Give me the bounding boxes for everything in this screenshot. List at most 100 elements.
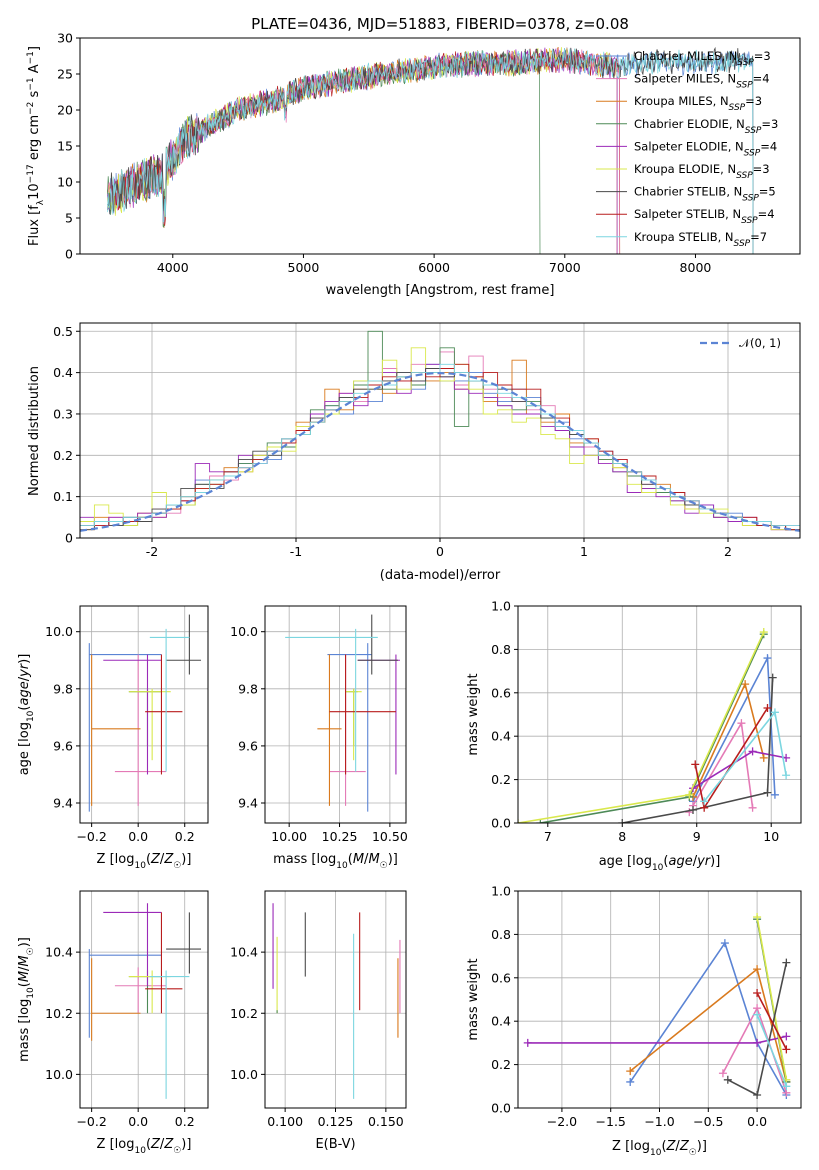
y-tick-label: 5 <box>65 211 73 226</box>
plot-area <box>518 628 791 823</box>
weight-marker-6-2 <box>759 628 768 637</box>
y-tick-label: 10 <box>57 175 73 190</box>
x-tick-label: 6000 <box>418 260 450 275</box>
x-tick-label: −1.0 <box>644 1114 674 1129</box>
weight-marker-8-0 <box>691 760 700 769</box>
plot-area <box>523 913 791 1099</box>
weight-marker-7-3 <box>768 673 777 682</box>
plot-area <box>272 903 401 1099</box>
weight-marker-0-1 <box>763 654 772 663</box>
axes-frame <box>264 890 407 1109</box>
y-tick-label: 10.4 <box>230 945 258 960</box>
weight-marker-6-1 <box>685 790 694 799</box>
weight-marker-9-0 <box>700 797 709 806</box>
mass-vs-metallicity-panel: −0.2 0.0 0.2 10.0 10.2 10.4 Z [log10(Z/Z☉)] mas… <box>17 890 209 1156</box>
y-tick-label: 10.0 <box>45 624 73 639</box>
y-axis-label: mass [log10(M/M☉)] <box>17 937 36 1062</box>
y-tick-label: 0.4 <box>491 729 511 744</box>
weight-marker-2-1 <box>753 965 762 974</box>
weight-marker-5-1 <box>748 747 757 756</box>
x-tick-label: −0.2 <box>76 1114 106 1129</box>
weight-marker-6-1 <box>753 1090 762 1099</box>
x-tick-label: −0.2 <box>76 829 106 844</box>
weight-vs-age-panel: 7 8 9 10 0.0 0.2 0.4 0.6 0.8 1.0 age [log10(age/yr… <box>466 599 802 873</box>
weight-marker-0-1 <box>720 939 729 948</box>
y-tick-label: 0.8 <box>491 927 511 942</box>
y-axis-label: mass weight <box>466 958 481 1040</box>
y-tick-label: 10.4 <box>45 945 73 960</box>
weight-line-0 <box>629 941 788 1096</box>
axes-frame <box>264 605 407 824</box>
y-tick-label: 30 <box>57 31 73 46</box>
axes-frame <box>79 322 801 539</box>
axes-frame <box>517 890 802 1109</box>
x-tick-label: 0.0 <box>128 829 148 844</box>
weight-marker-1-0 <box>718 1069 727 1078</box>
gaussian-curve <box>80 371 800 532</box>
x-tick-label: 0.0 <box>747 1114 767 1129</box>
y-tick-label: 0.2 <box>491 772 511 787</box>
legend-label-3: Chabrier ELODIE, NSSP=3 <box>634 117 778 136</box>
legend-label-4: Salpeter ELODIE, NSSP=4 <box>634 139 777 158</box>
y-tick-label: 0.5 <box>53 324 73 339</box>
y-axis-label: Normed distribution <box>27 366 42 496</box>
weight-marker-2-2 <box>748 803 757 812</box>
y-tick-label: 0.1 <box>53 489 73 504</box>
y-axis-label: age [log10(age/yr)] <box>17 654 36 776</box>
axes-frame <box>79 605 209 824</box>
y-axis-label: mass weight <box>466 673 481 755</box>
residuals-panel: -2 -1 0 1 2 0 0.1 0.2 0.3 0.4 0.5 𝒩(0, 1) (data-mode… <box>27 322 801 583</box>
weight-line-5 <box>756 916 788 1080</box>
weight-line-7 <box>622 677 774 823</box>
y-tick-label: 0.4 <box>53 365 73 380</box>
x-axis-label: (data-model)/error <box>380 568 501 583</box>
weight-marker-0-2 <box>770 790 779 799</box>
y-tick-label: 0.0 <box>491 1101 511 1116</box>
x-tick-label: 5000 <box>288 260 320 275</box>
x-tick-label: 1 <box>580 544 588 559</box>
x-tick-label: 4000 <box>157 260 189 275</box>
x-tick-label: 7000 <box>549 260 581 275</box>
weight-line-7 <box>756 992 788 1050</box>
x-tick-label: 10 <box>763 829 779 844</box>
y-tick-label: 10.2 <box>230 1006 258 1021</box>
x-tick-label: 10.50 <box>372 829 408 844</box>
legend-label-1: Salpeter MILES, NSSP=4 <box>634 72 770 91</box>
y-tick-label: 1.0 <box>491 599 511 614</box>
x-axis-label: wavelength [Angstrom, rest frame] <box>326 283 555 298</box>
y-tick-label: 9.4 <box>53 796 73 811</box>
x-tick-label: 0.0 <box>128 1114 148 1129</box>
y-tick-label: 10.2 <box>45 1006 73 1021</box>
x-axis-label: E(B-V) <box>315 1137 355 1152</box>
weight-marker-8-2 <box>763 703 772 712</box>
x-tick-label: 0.150 <box>368 1114 404 1129</box>
plot-area <box>107 46 754 254</box>
weight-marker-7-1 <box>782 1045 791 1054</box>
weight-marker-9-1 <box>770 708 779 717</box>
y-tick-label: 0.6 <box>491 970 511 985</box>
x-tick-label: 0.125 <box>318 1114 354 1129</box>
legend-label-6: Chabrier STELIB, NSSP=5 <box>634 185 776 204</box>
weight-marker-6-2 <box>782 958 791 967</box>
weight-marker-3-1 <box>741 680 750 689</box>
axes-frame <box>517 605 802 824</box>
age-vs-mass-panel: 10.00 10.25 10.50 9.4 9.6 9.8 10.0 mass [log10(… <box>230 605 408 871</box>
weight-marker-7-1 <box>689 805 698 814</box>
y-tick-label: 9.4 <box>238 796 258 811</box>
x-axis-label: mass [log10(M/M☉)] <box>273 852 398 871</box>
figure-title: PLATE=0436, MJD=51883, FIBERID=0378, z=0… <box>251 15 629 33</box>
x-tick-label: 10.00 <box>271 829 307 844</box>
weight-line-8 <box>756 1014 788 1087</box>
mass-vs-ebv-panel: 0.100 0.125 0.150 10.0 10.2 10.4 E(B-V) <box>230 890 407 1152</box>
x-tick-label: −2.0 <box>547 1114 577 1129</box>
weight-marker-9-2 <box>782 771 791 780</box>
y-tick-label: 0.3 <box>53 406 73 421</box>
histogram-4 <box>80 363 800 538</box>
x-tick-label: −1.5 <box>596 1114 626 1129</box>
axes-frame <box>79 890 209 1109</box>
plot-area <box>88 614 202 812</box>
x-tick-label: 0 <box>436 544 444 559</box>
weight-vs-metallicity-panel: −2.0 −1.5 −1.0 −0.5 0.0 0.0 0.2 0.4 0.6 0.8 1.0 Z [… <box>466 884 802 1158</box>
x-tick-label: 9 <box>693 829 701 844</box>
weight-marker-7-2 <box>763 788 772 797</box>
